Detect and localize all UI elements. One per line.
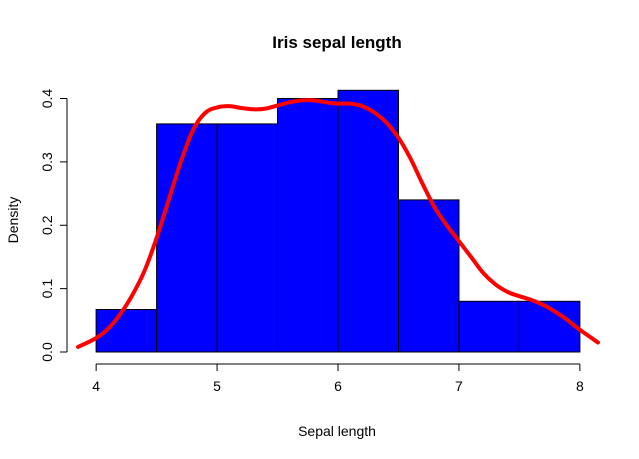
x-axis-label: Sepal length	[298, 423, 376, 439]
histogram-bar-6	[398, 199, 460, 353]
chart-title: Iris sepal length	[272, 33, 401, 52]
x-tick-label: 7	[455, 378, 463, 394]
y-axis: 0.0 0.1 0.2 0.3 0.4	[39, 89, 68, 362]
x-axis: 4 5 6 7 8	[92, 363, 584, 394]
histogram-bar-2	[156, 123, 218, 353]
y-tick-label: 0.4	[39, 89, 55, 109]
histogram-bar-3	[216, 123, 279, 353]
histogram-bar-4	[277, 98, 339, 353]
histogram-bar-5	[337, 89, 399, 353]
y-tick-label: 0.2	[39, 215, 55, 235]
x-tick-label: 5	[213, 378, 221, 394]
y-tick-label: 0.1	[39, 279, 55, 299]
histogram-bar-7	[458, 300, 520, 353]
x-tick-label: 8	[576, 378, 584, 394]
density-curve	[76, 98, 600, 349]
y-tick-label: 0.0	[39, 342, 55, 362]
y-axis-label: Density	[5, 197, 21, 244]
x-tick-label: 6	[334, 378, 342, 394]
x-tick-label: 4	[92, 378, 100, 394]
y-tick-label: 0.3	[39, 152, 55, 172]
histogram-bars	[95, 89, 581, 353]
